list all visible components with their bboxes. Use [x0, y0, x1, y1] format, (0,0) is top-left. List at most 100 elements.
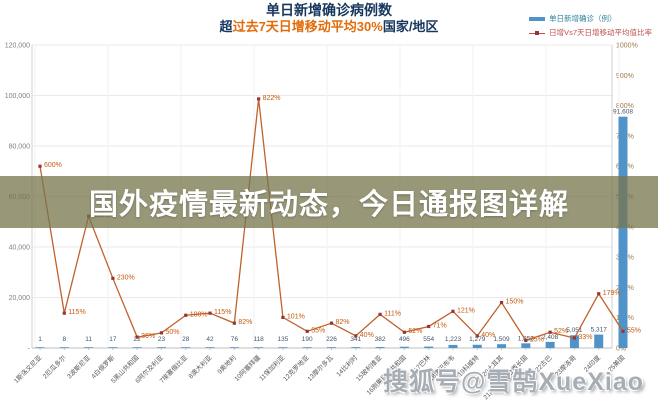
- line-point-label: 25%: [530, 336, 544, 343]
- left-axis-tick-label: 80,000: [9, 144, 31, 151]
- category-label: 4白俄罗斯: [89, 353, 117, 381]
- line-point-marker: [499, 300, 504, 305]
- line-point-label: 82%: [336, 319, 350, 326]
- bar-value-label: 1,509: [493, 336, 510, 343]
- line-point-label: 52%: [408, 328, 422, 335]
- line-point-marker: [159, 331, 164, 335]
- overlay-banner: 国外疫情最新动态，今日通报图详解: [0, 176, 658, 228]
- bar-value-label: 17: [109, 336, 117, 343]
- line-point-label: 55%: [627, 327, 641, 334]
- line-point-marker: [184, 313, 188, 317]
- category-label: 13摩尔多瓦: [305, 353, 335, 383]
- legend-item-bar-series: 单日新增确诊（例）: [529, 12, 652, 26]
- bar: [569, 335, 579, 348]
- bar: [594, 334, 604, 348]
- bar: [254, 347, 264, 348]
- line-point-marker: [281, 315, 285, 319]
- chart-legend: 单日新增确诊（例） 日增Vs7天日增移动平均值比率: [529, 12, 652, 40]
- line-point-label: 822%: [263, 95, 281, 102]
- bar: [156, 347, 166, 348]
- legend-bar-series-label: 单日新增确诊（例）: [549, 14, 617, 23]
- bar: [108, 347, 118, 348]
- bar: [424, 346, 434, 348]
- left-axis-tick-label: 100,000: [5, 93, 30, 100]
- line-point-marker: [38, 164, 42, 168]
- bar-value-label: 554: [423, 336, 434, 343]
- bar-value-label: 1,853: [518, 335, 535, 342]
- line-point-marker: [208, 311, 212, 315]
- line-point-label: 230%: [117, 274, 135, 281]
- bar: [545, 341, 555, 348]
- line-point-marker: [354, 334, 358, 338]
- line-point-label: 71%: [433, 322, 447, 329]
- bar: [351, 347, 361, 348]
- bar-value-label: 42: [206, 336, 214, 343]
- line-point-label: 121%: [457, 307, 475, 314]
- line-point-marker: [548, 330, 552, 334]
- bar: [278, 347, 288, 348]
- line-point-label: 50%: [165, 329, 179, 336]
- line-point-label: 52%: [554, 328, 568, 335]
- bar-value-label: 118: [253, 336, 264, 343]
- bar-value-label: 8: [62, 336, 66, 343]
- left-axis-tick-label: 20,000: [9, 295, 31, 302]
- line-point-marker: [111, 276, 115, 280]
- bar-value-label: 496: [399, 336, 410, 343]
- line-point-marker: [257, 97, 261, 101]
- watermark-text: 搜狐号@雪鹄XueXiao: [382, 368, 644, 396]
- bar: [35, 347, 45, 348]
- bar: [448, 344, 458, 348]
- chart-header: 单日新增确诊病例数 超过去7天日增移动平均30%国家/地区: [0, 2, 658, 35]
- bar-value-label: 5,317: [591, 327, 608, 334]
- right-axis-tick-label: 900%: [616, 73, 634, 80]
- line-point-label: 600%: [44, 162, 62, 169]
- line-point-label: 150%: [506, 299, 524, 306]
- line-point-label: 108%: [190, 311, 208, 318]
- bar-value-label: 1,223: [445, 336, 462, 343]
- line-point-label: 36%: [141, 333, 155, 340]
- line-series-swatch-icon: [529, 31, 546, 35]
- chart-subtitle-prefix: 超: [219, 19, 233, 34]
- legend-item-line-series: 日增Vs7天日增移动平均值比率: [529, 26, 652, 40]
- bar-value-label: 1,279: [469, 336, 486, 343]
- line-point-label: 115%: [68, 309, 85, 316]
- bar-value-label: 2,408: [542, 334, 559, 341]
- bar: [472, 344, 482, 348]
- bar: [84, 347, 94, 348]
- line-point-marker: [597, 292, 601, 296]
- right-axis-tick-label: 0%: [616, 346, 626, 353]
- left-axis-tick-label: 40,000: [9, 245, 31, 252]
- line-point-marker: [524, 338, 528, 343]
- legend-line-series-label: 日增Vs7天日增移动平均值比率: [549, 28, 652, 37]
- line-point-marker: [378, 312, 382, 316]
- bar-value-label: 226: [326, 336, 337, 343]
- left-axis-tick-label: -: [28, 346, 31, 353]
- line-point-marker: [135, 335, 139, 339]
- line-point-marker: [62, 311, 66, 315]
- line-point-label: 115%: [214, 309, 231, 316]
- bar: [302, 347, 312, 348]
- line-point-marker: [475, 334, 479, 338]
- line-point-label: 40%: [481, 332, 495, 339]
- chart-subtitle-highlight: 过去7天日增移动平均30%: [232, 19, 383, 34]
- bar: [375, 347, 385, 348]
- bar-value-label: 135: [277, 336, 288, 343]
- category-label: 1斯洛文尼亚: [12, 353, 44, 385]
- bar: [521, 343, 531, 348]
- bar-value-label: 190: [302, 336, 313, 343]
- bar: [399, 346, 409, 348]
- chart-subtitle-suffix: 国家/地区: [382, 19, 439, 34]
- bar-value-label: 382: [375, 336, 386, 343]
- line-point-marker: [329, 321, 334, 325]
- bar-value-label: 76: [231, 336, 239, 343]
- bar: [59, 347, 69, 348]
- bar-value-label: 22: [134, 336, 142, 343]
- line-point-marker: [232, 321, 236, 325]
- category-label: 9奥地利: [215, 353, 238, 376]
- bar-value-label: 5,051: [566, 327, 583, 334]
- line-point-marker: [621, 329, 625, 333]
- line-point-label: 101%: [287, 313, 305, 320]
- right-axis-tick-label: 800%: [616, 103, 634, 110]
- bar: [205, 347, 215, 348]
- bar-series-swatch-icon: [529, 17, 546, 21]
